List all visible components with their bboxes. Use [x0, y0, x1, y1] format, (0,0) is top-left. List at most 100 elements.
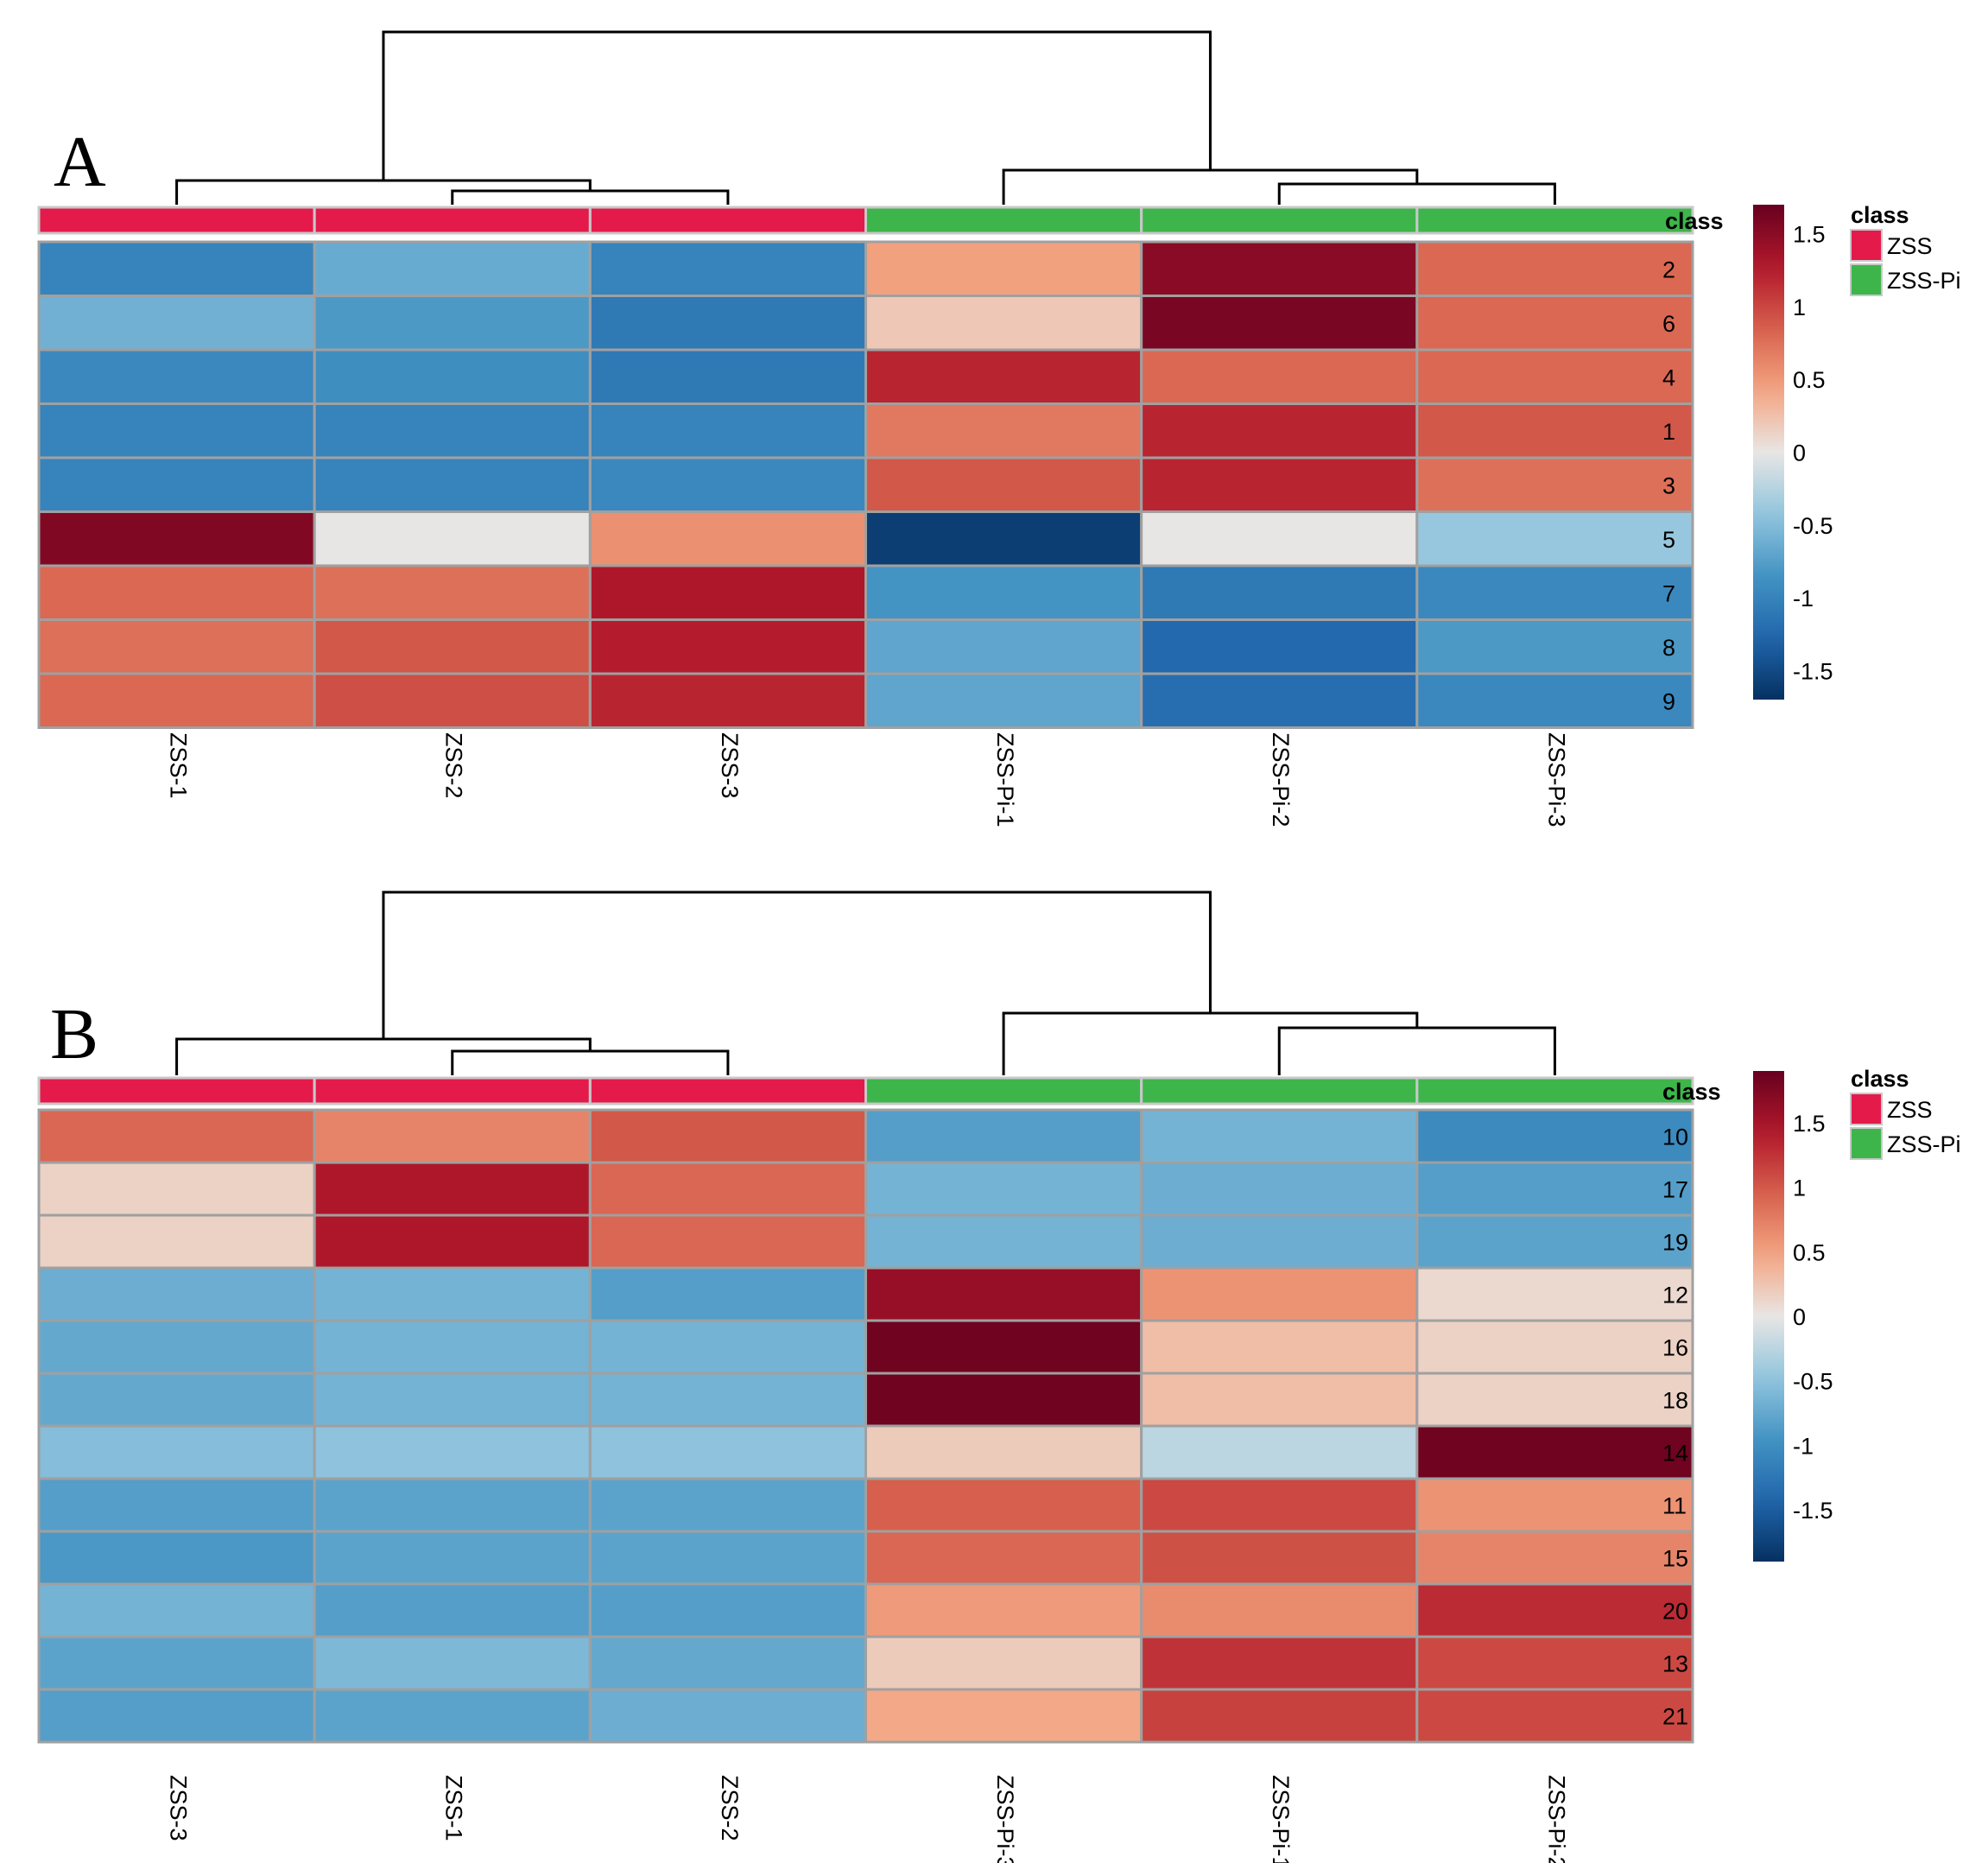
color-scale-bar — [1753, 205, 1784, 700]
heatmap-cell — [1415, 456, 1694, 513]
heatmap-cell — [1140, 1266, 1419, 1322]
heatmap-cell — [864, 240, 1143, 297]
heatmap-cell — [588, 510, 867, 567]
class-bar-cell — [864, 1076, 1143, 1106]
heatmap-cell — [864, 1108, 1143, 1164]
heatmap-cell — [313, 1477, 592, 1533]
legend-entry: ZSS — [1887, 1097, 1933, 1123]
column-label: ZSS-Pi-2 — [1268, 732, 1294, 827]
heatmap-cell — [37, 348, 316, 405]
class-bar-cell — [588, 1076, 867, 1106]
column-label: ZSS-1 — [441, 1775, 467, 1841]
dendrogram-branch — [1277, 1026, 1556, 1075]
heatmap-cell — [1415, 1424, 1694, 1480]
heatmap-cell — [588, 1213, 867, 1270]
color-scale-tick: 1.5 — [1793, 222, 1826, 248]
heatmap-cell — [1140, 1372, 1419, 1428]
class-bar-cell — [1140, 206, 1419, 235]
row-label: 8 — [1662, 635, 1675, 661]
row-label: 1 — [1662, 419, 1675, 445]
heatmap-cell — [1415, 1319, 1694, 1375]
legend-entry: ZSS — [1887, 233, 1933, 259]
heatmap-cell — [1140, 1688, 1419, 1744]
heatmap-cell — [37, 1530, 316, 1586]
heatmap-cell — [37, 1161, 316, 1217]
heatmap-cell — [1140, 348, 1419, 405]
heatmap-cell — [1415, 1213, 1694, 1270]
row-label: 16 — [1662, 1335, 1688, 1361]
heatmap-cell — [864, 1688, 1143, 1744]
color-scale-tick: 1 — [1793, 1175, 1806, 1201]
heatmap-cell — [864, 402, 1143, 459]
row-label: 13 — [1662, 1651, 1688, 1677]
heatmap-cell — [1415, 1477, 1694, 1533]
class-bar-cell — [588, 206, 867, 235]
color-scale-tick: 0 — [1793, 1304, 1806, 1330]
row-label: 9 — [1662, 688, 1675, 714]
heatmap-cell — [864, 564, 1143, 621]
heatmap-cell — [1140, 1635, 1419, 1691]
heatmap-cell — [588, 1582, 867, 1638]
heatmap-cell — [864, 348, 1143, 405]
heatmap-cell — [37, 1372, 316, 1428]
heatmap-cell — [313, 456, 592, 513]
class-bar-cell — [1415, 206, 1694, 235]
heatmap-cell — [1140, 564, 1419, 621]
heatmap-cell — [1140, 240, 1419, 297]
panel-letter: A — [54, 122, 106, 202]
heatmap-cell — [1140, 295, 1419, 352]
heatmap-cell — [313, 295, 592, 352]
heatmap-cell — [1415, 510, 1694, 567]
heatmap-cell — [864, 1319, 1143, 1375]
heatmap-cell — [313, 1635, 592, 1691]
heatmap-cell — [1140, 1477, 1419, 1533]
row-label: 12 — [1662, 1283, 1688, 1309]
column-label: ZSS-Pi-3 — [992, 1775, 1018, 1863]
heatmap-cell — [588, 1372, 867, 1428]
column-label: ZSS-3 — [165, 1775, 191, 1841]
heatmap-cell — [1415, 672, 1694, 729]
heatmap-cell — [588, 618, 867, 675]
column-label: ZSS-1 — [165, 732, 191, 799]
heatmap-cell — [313, 1319, 592, 1375]
panel-letter: B — [50, 994, 98, 1074]
color-scale-tick: -1 — [1793, 1433, 1814, 1459]
legend-swatch — [1850, 229, 1883, 262]
legend-title: class — [1851, 202, 1909, 228]
heatmap-cell — [864, 1477, 1143, 1533]
heatmap-cell — [588, 240, 867, 297]
heatmap-cell — [864, 1635, 1143, 1691]
heatmap-cell — [37, 1688, 316, 1744]
heatmap-cell — [1415, 564, 1694, 621]
heatmap-cell — [864, 672, 1143, 729]
column-label: ZSS-Pi-3 — [1543, 732, 1569, 827]
column-dendrogram — [175, 30, 1556, 205]
column-label: ZSS-3 — [717, 732, 743, 799]
heatmap-cell — [864, 1213, 1143, 1270]
heatmap-cell — [864, 1372, 1143, 1428]
row-label: 4 — [1662, 364, 1675, 390]
heatmap-cell — [37, 672, 316, 729]
heatmap-cell — [313, 402, 592, 459]
heatmap-cell — [864, 510, 1143, 567]
heatmap-cell — [37, 564, 316, 621]
heatmap-cell — [1140, 456, 1419, 513]
heatmap-cell — [37, 295, 316, 352]
heatmap-cell — [588, 564, 867, 621]
heatmap-cell — [588, 1108, 867, 1164]
heatmap-cell — [313, 564, 592, 621]
heatmap-cell — [588, 672, 867, 729]
class-bar-cell — [864, 206, 1143, 235]
heatmap-cell — [313, 1213, 592, 1270]
column-label: ZSS-2 — [717, 1775, 743, 1841]
heatmap-cell — [864, 295, 1143, 352]
dendrogram-branch — [451, 1049, 730, 1075]
dendrogram-branch — [382, 890, 1212, 1039]
heatmap-cell — [1140, 1424, 1419, 1480]
heatmap-cell — [37, 1108, 316, 1164]
color-scale-tick: -0.5 — [1793, 513, 1833, 539]
class-bar-cell — [313, 1076, 592, 1106]
heatmap-cell — [37, 1424, 316, 1480]
heatmap-cell — [588, 1319, 867, 1375]
